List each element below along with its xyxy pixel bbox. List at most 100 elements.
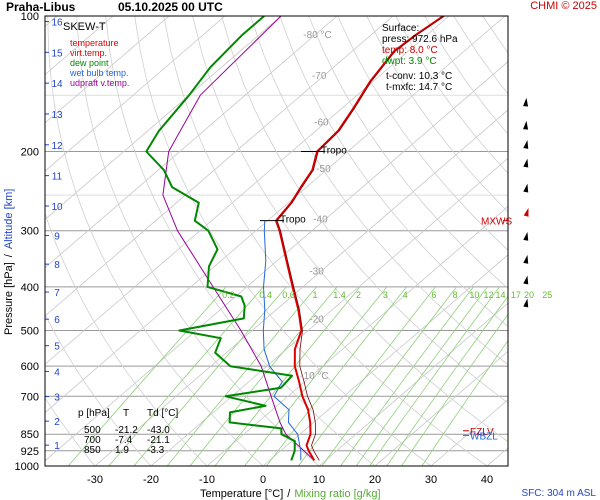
x-axis-separator: / — [287, 488, 291, 500]
isotherm-label: -50 — [316, 164, 331, 175]
x-axis-temp-label: Temperature [°C] — [200, 488, 283, 500]
wind-flag — [529, 233, 533, 241]
table-cell: 1.9 — [115, 445, 129, 456]
x-tick-label: 40 — [481, 474, 493, 486]
x-tick-label: -30 — [87, 474, 103, 486]
mixing-ratio-label: 25 — [542, 290, 552, 300]
wind-flag — [523, 358, 526, 367]
isotherm-line — [45, 16, 338, 269]
mixing-ratio-line — [355, 286, 488, 466]
wbzl-label: WBZL — [470, 431, 498, 442]
mixing-ratio-line — [133, 286, 287, 466]
wind-half-flag — [537, 77, 538, 82]
altitude-tick-label: 5 — [54, 342, 60, 353]
wind-half-flag — [534, 47, 535, 52]
dry-adiabat — [570, 16, 600, 466]
chart-title: SKEW-T — [63, 21, 106, 33]
wind-barb — [524, 216, 543, 221]
mixing-ratio-line — [166, 286, 317, 466]
y-tick-label: 925 — [21, 446, 39, 458]
mixing-ratio-label: 1 — [313, 290, 318, 300]
dry-adiabat — [541, 16, 600, 466]
wind-pennant — [523, 207, 529, 217]
wind-barb — [523, 347, 543, 349]
mixing-ratio-line — [340, 286, 474, 466]
mxws-label: MXWS — [481, 217, 512, 228]
wind-flag — [533, 142, 537, 150]
wind-flag — [527, 7, 530, 16]
altitude-tick-label: 7 — [54, 288, 60, 299]
wind-flag — [536, 211, 541, 219]
mixing-ratio-label: 0.2 — [222, 290, 235, 300]
isotherm-line — [45, 16, 226, 172]
altitude-tick-label: 2 — [54, 417, 60, 428]
dry-adiabat — [453, 16, 508, 95]
dry-adiabat — [221, 16, 508, 404]
wind-flag — [523, 373, 526, 382]
wind-half-flag — [526, 466, 528, 471]
x-tick-label: -20 — [143, 474, 159, 486]
mixing-ratio-line — [67, 286, 227, 466]
wind-barb — [523, 192, 543, 195]
isotherm-label: -70 — [312, 71, 327, 82]
y-tick-label: 850 — [21, 429, 39, 441]
wind-flag — [529, 256, 533, 264]
wind-half-flag — [529, 280, 531, 284]
wind-flag — [527, 358, 530, 367]
wind-flag — [529, 185, 533, 193]
tropopause-label: Tropo — [321, 145, 347, 156]
altitude-tick-label: 14 — [51, 79, 63, 90]
wind-pennant — [523, 275, 529, 285]
dry-adiabat — [337, 16, 508, 251]
x-axis-mixing-label: Mixing ratio [g/kg] — [294, 488, 380, 500]
wind-pennant — [523, 298, 529, 308]
x-axis-title: Temperature [°C] / Mixing ratio [g/kg] — [200, 488, 381, 500]
fzlv-label: FZLV — [470, 427, 494, 438]
wind-barb — [528, 458, 543, 471]
isotherm-label: -20 — [309, 315, 324, 326]
surface-temp: temp: 8.0 °C — [382, 45, 438, 56]
isotherm-line — [318, 302, 508, 466]
mixing-ratio-line — [298, 286, 436, 466]
station-title: Praha-Libus — [6, 0, 76, 14]
series-temperature-line — [275, 16, 444, 461]
wind-half-flag — [530, 393, 531, 398]
dry-adiabat — [512, 16, 600, 466]
wind-flag — [530, 43, 533, 52]
wind-flag — [533, 185, 537, 193]
table-cell: 850 — [84, 445, 101, 456]
wind-flag — [523, 404, 524, 413]
altitude-tick-label: 15 — [51, 48, 63, 59]
mixing-ratio-label: 20 — [524, 290, 534, 300]
isotherm-line — [543, 16, 600, 466]
dry-adiabat — [76, 16, 320, 466]
altitude-tick-label: 16 — [51, 18, 63, 29]
wind-flag — [527, 404, 528, 413]
wind-flag — [530, 73, 533, 82]
wind-flag — [523, 43, 526, 52]
surface-tmxfc: t-mxfc: 14.7 °C — [386, 82, 452, 93]
y-axis-pressure-label: Pressure [hPa] — [3, 262, 15, 335]
dry-adiabat — [366, 16, 508, 213]
legend-item: udpraft v.temp. — [70, 78, 129, 88]
dry-adiabat — [250, 16, 508, 366]
wind-barb — [523, 283, 543, 286]
altitude-tick-label: 9 — [54, 231, 60, 242]
wind-barb — [526, 445, 543, 455]
table-cell: -7.4 — [115, 435, 133, 446]
isotherm-label: -40 — [313, 215, 328, 226]
isotherm-line — [45, 16, 506, 414]
wind-barb — [524, 434, 543, 441]
isotherm-line — [486, 447, 508, 466]
wind-flag — [523, 73, 526, 82]
plot-frame — [44, 15, 509, 467]
wind-barb — [523, 410, 543, 413]
wind-pennant — [523, 183, 529, 193]
table-cell: -21.2 — [115, 425, 138, 436]
x-tick-label: -10 — [199, 474, 215, 486]
wind-pennant — [523, 120, 529, 130]
plot-area — [45, 7, 600, 471]
wind-flag — [527, 339, 530, 347]
mixing-ratio-line — [401, 313, 508, 466]
